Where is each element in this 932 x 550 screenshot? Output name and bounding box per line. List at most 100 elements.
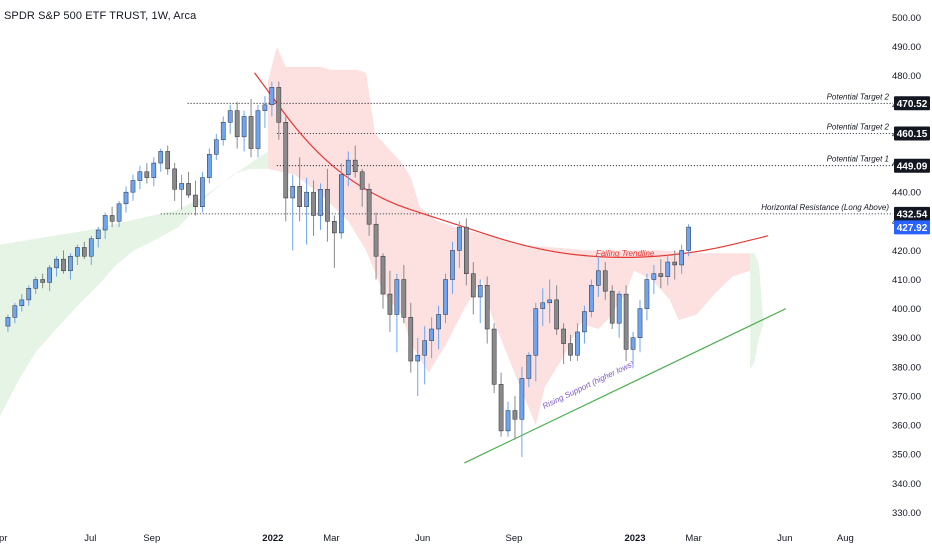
candle-body-33	[234, 110, 240, 138]
x-tick-5: Jun	[415, 533, 430, 544]
candle-body-37	[262, 104, 268, 111]
candle-body-43	[304, 191, 309, 207]
level-label-3: Horizontal Resistance (Long Above)	[761, 203, 889, 212]
level-badge-1	[894, 126, 930, 141]
candle-body-22	[158, 151, 164, 164]
candle-body-30	[213, 139, 219, 155]
candle-body-32	[227, 110, 233, 123]
candle-body-84	[589, 285, 594, 312]
candle-body-34	[241, 116, 247, 138]
candle-body-44	[311, 191, 316, 216]
candle-body-56	[394, 279, 400, 315]
candle-body-13	[95, 229, 101, 240]
candle-body-24	[172, 168, 177, 190]
candle-body-3	[26, 287, 32, 301]
candle-body-8	[61, 258, 66, 272]
candle-body-36	[255, 110, 261, 149]
candle-body-11	[82, 247, 87, 257]
candle-body-57	[401, 279, 407, 318]
candle-body-94	[658, 273, 664, 277]
level-badge-text-0: 470.52	[897, 99, 928, 110]
horizontal-levels: Potential Target 2 Potential Target 2 Pote…	[160, 92, 893, 215]
candle-body-26	[186, 183, 191, 196]
candle-body-60	[422, 340, 428, 356]
candle-body-85	[595, 270, 601, 286]
cloud-red	[267, 46, 751, 426]
candle-body-82	[575, 331, 580, 356]
candles	[5, 81, 691, 458]
candle-body-35	[248, 116, 254, 149]
candle-body-76	[533, 308, 539, 356]
level-badge-3	[894, 206, 930, 221]
cloud-green	[0, 151, 268, 417]
candle-body-38	[269, 87, 275, 106]
trendline-label-0: Failing Trendline	[596, 249, 655, 258]
candle-body-78	[547, 299, 553, 304]
candle-body-55	[387, 293, 393, 315]
candle-body-65	[457, 226, 462, 251]
x-axis: Apr Jul Sep 2022 Mar Jun Sep 2023 Mar Jun Aug	[0, 533, 854, 544]
candle-body-18	[130, 180, 136, 193]
candle-body-98	[686, 226, 691, 251]
candle-body-89	[623, 293, 629, 350]
y-tick-16: 490.00	[892, 42, 921, 53]
x-tick-10: Aug	[837, 533, 854, 544]
candle-body-12	[88, 238, 94, 257]
candle-body-7	[54, 258, 59, 269]
candle-body-68	[477, 285, 483, 298]
candle-body-28	[200, 177, 205, 207]
candle-body-47	[332, 221, 337, 234]
candle-body-75	[526, 354, 532, 379]
candle-body-15	[109, 215, 115, 222]
candle-body-87	[609, 290, 615, 324]
candle-body-2	[19, 299, 25, 306]
candle-body-16	[116, 203, 122, 222]
candle-body-58	[408, 317, 414, 362]
candle-body-70	[491, 328, 497, 385]
y-tick-5: 380.00	[892, 362, 921, 373]
candle-body-90	[630, 337, 636, 350]
candle-body-61	[429, 328, 434, 341]
y-tick-3: 360.00	[892, 421, 921, 432]
candle-body-29	[207, 154, 212, 178]
x-tick-3: 2022	[262, 533, 283, 544]
x-tick-2: Sep	[143, 533, 160, 544]
y-tick-17: 500.00	[892, 13, 921, 24]
candle-body-81	[568, 343, 573, 356]
x-tick-4: Mar	[323, 533, 339, 544]
level-label-2: Potential Target 1	[827, 155, 889, 164]
candle-body-10	[75, 247, 80, 257]
y-tick-11: 440.00	[892, 188, 921, 199]
candle-body-80	[561, 328, 566, 344]
candle-body-86	[602, 270, 608, 292]
x-tick-0: Apr	[0, 533, 7, 544]
candle-body-23	[165, 151, 171, 170]
candle-body-49	[345, 159, 351, 175]
y-tick-7: 400.00	[892, 304, 921, 315]
candle-body-72	[505, 410, 511, 432]
candle-body-66	[464, 226, 469, 274]
candle-body-51	[359, 171, 365, 190]
y-tick-4: 370.00	[892, 391, 921, 402]
candle-body-48	[338, 174, 344, 234]
chart-title: SPDR S&P 500 ETF TRUST, 1W, Arca	[4, 10, 197, 22]
trendline-0	[254, 72, 769, 258]
candle-body-69	[484, 285, 490, 330]
candle-body-27	[193, 194, 198, 207]
candle-body-95	[665, 261, 671, 277]
x-tick-6: Sep	[506, 533, 523, 544]
candle-body-50	[352, 159, 358, 173]
candle-body-14	[102, 215, 108, 231]
candle-body-83	[582, 311, 587, 333]
y-tick-0: 330.00	[892, 508, 921, 519]
level-badge-2	[894, 158, 930, 173]
level-label-1: Potential Target 2	[827, 122, 890, 131]
level-badge-text-1: 460.15	[897, 129, 928, 140]
candle-body-20	[144, 171, 150, 178]
candle-body-5	[40, 279, 45, 283]
candle-body-0	[5, 317, 11, 327]
candle-body-74	[519, 378, 525, 420]
candle-body-17	[123, 191, 129, 205]
